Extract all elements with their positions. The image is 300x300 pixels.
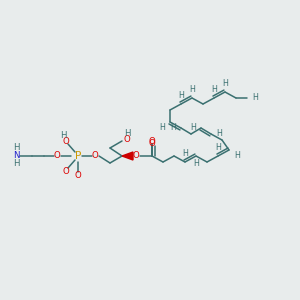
Text: O: O: [75, 170, 81, 179]
Text: H: H: [234, 151, 240, 160]
Text: P: P: [75, 151, 81, 161]
Text: H: H: [193, 160, 199, 169]
Text: O: O: [54, 152, 60, 160]
Text: H: H: [13, 158, 19, 167]
Text: O: O: [92, 152, 98, 160]
Text: O: O: [63, 167, 69, 176]
Text: O: O: [148, 139, 155, 148]
Text: H: H: [216, 130, 222, 139]
Text: H: H: [159, 122, 165, 131]
Text: H: H: [215, 143, 221, 152]
Polygon shape: [122, 152, 133, 160]
Text: H: H: [178, 92, 184, 100]
Text: O: O: [63, 136, 69, 146]
Text: O: O: [124, 134, 130, 143]
Text: H: H: [211, 85, 217, 94]
Text: H: H: [182, 149, 188, 158]
Text: H: H: [222, 80, 228, 88]
Text: H: H: [124, 128, 130, 137]
Text: N: N: [13, 152, 19, 160]
Text: H: H: [252, 94, 258, 103]
Text: H: H: [190, 124, 196, 133]
Text: O: O: [133, 152, 140, 160]
Text: H: H: [60, 131, 66, 140]
Text: O: O: [148, 136, 155, 146]
Text: H: H: [13, 143, 19, 152]
Text: H: H: [189, 85, 195, 94]
Text: H: H: [170, 124, 176, 133]
